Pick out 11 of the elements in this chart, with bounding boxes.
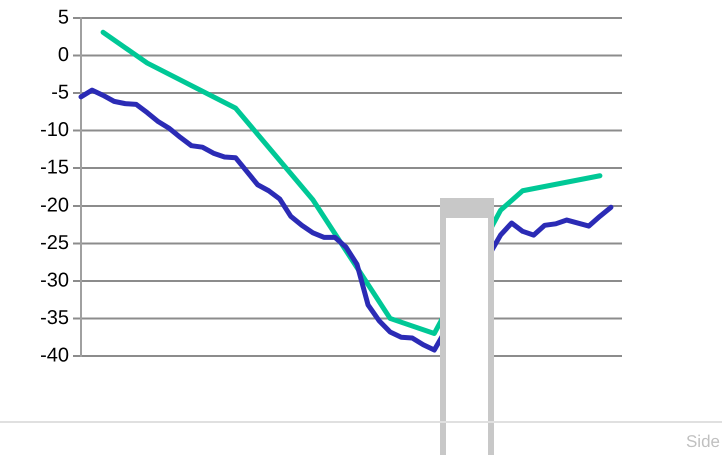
y-tick-label: 0 — [58, 44, 69, 66]
y-tick-label: -15 — [40, 156, 69, 179]
y-tick-label: -25 — [40, 232, 69, 254]
y-tick-label: -35 — [40, 306, 69, 329]
y-tick-label: -5 — [51, 82, 69, 104]
y-tick-label: -30 — [40, 269, 69, 292]
y-tick-label: -20 — [40, 194, 69, 216]
y-tick-label: -40 — [40, 344, 69, 367]
text: Side — [686, 432, 720, 452]
y-tick-label: 5 — [58, 6, 69, 29]
y-tick-label: -10 — [40, 119, 69, 142]
